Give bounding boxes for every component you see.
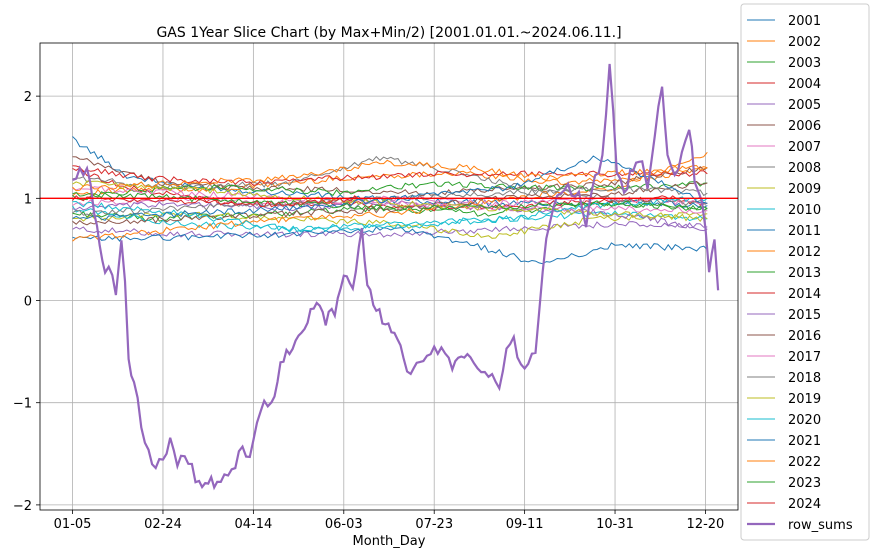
series-line-row_sums	[72, 63, 720, 491]
series-line-2013	[72, 181, 708, 201]
legend-label-2008: 2008	[788, 161, 821, 176]
x-tick-label-1: 02-24	[144, 517, 182, 532]
legend-label-2006: 2006	[788, 119, 821, 134]
x-axis-label: Month_Day	[353, 534, 426, 549]
legend-label-2013: 2013	[788, 266, 821, 281]
legend: 2001 2002 2003 2004 2005 2006 2007 2008 2009 2010…	[740, 3, 870, 541]
legend-label-2022: 2022	[788, 455, 821, 470]
series-line-2016	[72, 180, 708, 226]
legend-label-2003: 2003	[788, 56, 821, 71]
series-line-2005	[72, 221, 708, 238]
legend-label-2002: 2002	[788, 35, 821, 50]
series-line-2019	[72, 180, 708, 223]
legend-label-2021: 2021	[788, 434, 821, 449]
legend-label-2010: 2010	[788, 203, 821, 218]
x-tick-label-5: 09-11	[506, 517, 544, 532]
legend-frame	[740, 3, 870, 541]
series-line-2022	[72, 159, 708, 192]
legend-label-2019: 2019	[788, 392, 821, 407]
series-line-2006	[72, 156, 708, 197]
legend-label-row_sums: row_sums	[788, 518, 853, 533]
grid-lines	[40, 43, 738, 510]
x-tick-label-7: 12-20	[687, 517, 725, 532]
legend-label-2016: 2016	[788, 329, 821, 344]
series-line-2021	[72, 155, 708, 221]
x-tick-label-2: 04-14	[234, 517, 272, 532]
legend-label-2005: 2005	[788, 98, 821, 113]
series-line-2018	[72, 184, 708, 217]
y-tick-label-4: 2	[24, 90, 32, 105]
legend-label-2023: 2023	[788, 476, 821, 491]
legend-label-2020: 2020	[788, 413, 821, 428]
series-line-2017	[72, 185, 708, 214]
legend-label-2009: 2009	[788, 182, 821, 197]
series-line-2003	[72, 200, 708, 222]
plot-frame	[39, 42, 739, 511]
legend-label-2018: 2018	[788, 371, 821, 386]
series-lines	[72, 63, 720, 491]
x-tick-label-4: 07-23	[415, 517, 453, 532]
y-tick-label-2: 0	[24, 295, 32, 310]
x-tick-label-3: 06-03	[325, 517, 363, 532]
legend-label-2012: 2012	[788, 245, 821, 260]
series-line-2010	[72, 205, 708, 232]
series-line-2011	[72, 226, 708, 265]
chart-title: GAS 1Year Slice Chart (by Max+Min/2) [20…	[156, 25, 621, 41]
series-line-2015	[72, 200, 708, 232]
legend-label-2024: 2024	[788, 497, 821, 512]
legend-label-2014: 2014	[788, 287, 821, 302]
legend-label-2007: 2007	[788, 140, 821, 155]
legend-label-2004: 2004	[788, 77, 821, 92]
series-line-2014	[72, 165, 708, 186]
y-tick-label-0: −2	[13, 499, 32, 514]
y-tick-label-1: −1	[13, 397, 32, 412]
legend-label-2015: 2015	[788, 308, 821, 323]
series-line-2008	[72, 155, 708, 206]
x-tick-label-6: 10-31	[596, 517, 634, 532]
axes: 01-05 02-24 04-14 06-03 07-23 09-11 10-31 12-20…	[13, 42, 739, 532]
legend-label-2017: 2017	[788, 350, 821, 365]
legend-label-2001: 2001	[788, 14, 821, 29]
plot-area	[40, 63, 738, 491]
x-tick-label-0: 01-05	[54, 517, 92, 532]
legend-label-2011: 2011	[788, 224, 821, 239]
y-tick-label-3: 1	[24, 192, 32, 207]
